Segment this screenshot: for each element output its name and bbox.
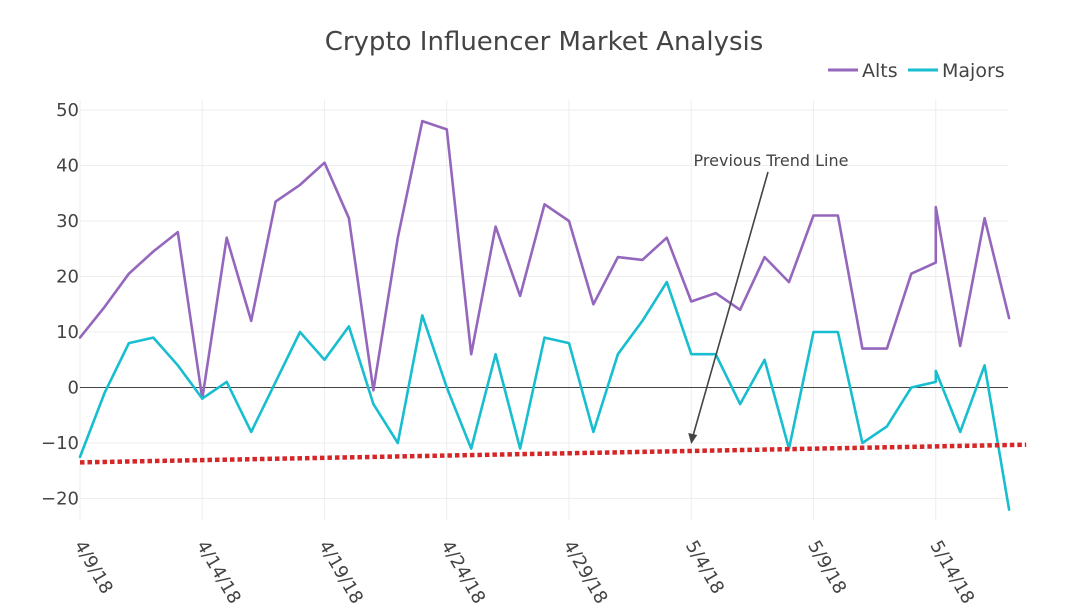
y-axis-ticks: 50 40 30 20 10 0 −10 −20 xyxy=(41,100,79,510)
y-tick-label: 20 xyxy=(56,267,79,288)
x-tick-label: 5/14/18 xyxy=(925,537,978,608)
legend[interactable]: Alts Majors xyxy=(828,60,1005,82)
legend-item-majors[interactable]: Majors xyxy=(908,60,1005,82)
x-tick-label: 4/19/18 xyxy=(314,537,367,608)
y-tick-label: −20 xyxy=(41,489,79,510)
legend-label-majors: Majors xyxy=(942,60,1005,82)
annotation-arrow-line xyxy=(692,171,769,436)
x-tick-label: 4/9/18 xyxy=(70,537,117,598)
annotation-arrow-head xyxy=(688,433,698,444)
gridlines xyxy=(79,100,1008,520)
y-tick-label: 30 xyxy=(56,211,79,232)
legend-label-alts: Alts xyxy=(862,60,898,82)
series-line-alts xyxy=(78,119,1011,400)
x-axis-ticks: 4/9/18 4/14/18 4/19/18 4/24/18 4/29/18 5/4/18… xyxy=(70,537,979,608)
y-tick-label: −10 xyxy=(41,433,79,454)
annotation-layer: Previous Trend Line xyxy=(688,151,848,444)
legend-item-alts[interactable]: Alts xyxy=(828,60,898,82)
y-tick-label: 50 xyxy=(56,100,79,121)
x-tick-label: 4/29/18 xyxy=(559,537,612,608)
annotation-label: Previous Trend Line xyxy=(694,151,849,170)
y-tick-label: 0 xyxy=(68,378,79,399)
x-tick-label: 4/14/18 xyxy=(192,537,245,608)
y-tick-label: 10 xyxy=(56,322,79,343)
x-tick-label: 5/9/18 xyxy=(803,537,850,598)
series-line-majors xyxy=(78,280,1011,511)
x-tick-label: 5/4/18 xyxy=(681,537,728,598)
x-tick-label: 4/24/18 xyxy=(436,537,489,608)
chart-title: Crypto Influencer Market Analysis xyxy=(325,27,764,57)
y-tick-label: 40 xyxy=(56,156,79,177)
series-layer xyxy=(78,119,1027,511)
series-line-previous-trend-line xyxy=(79,442,1027,465)
